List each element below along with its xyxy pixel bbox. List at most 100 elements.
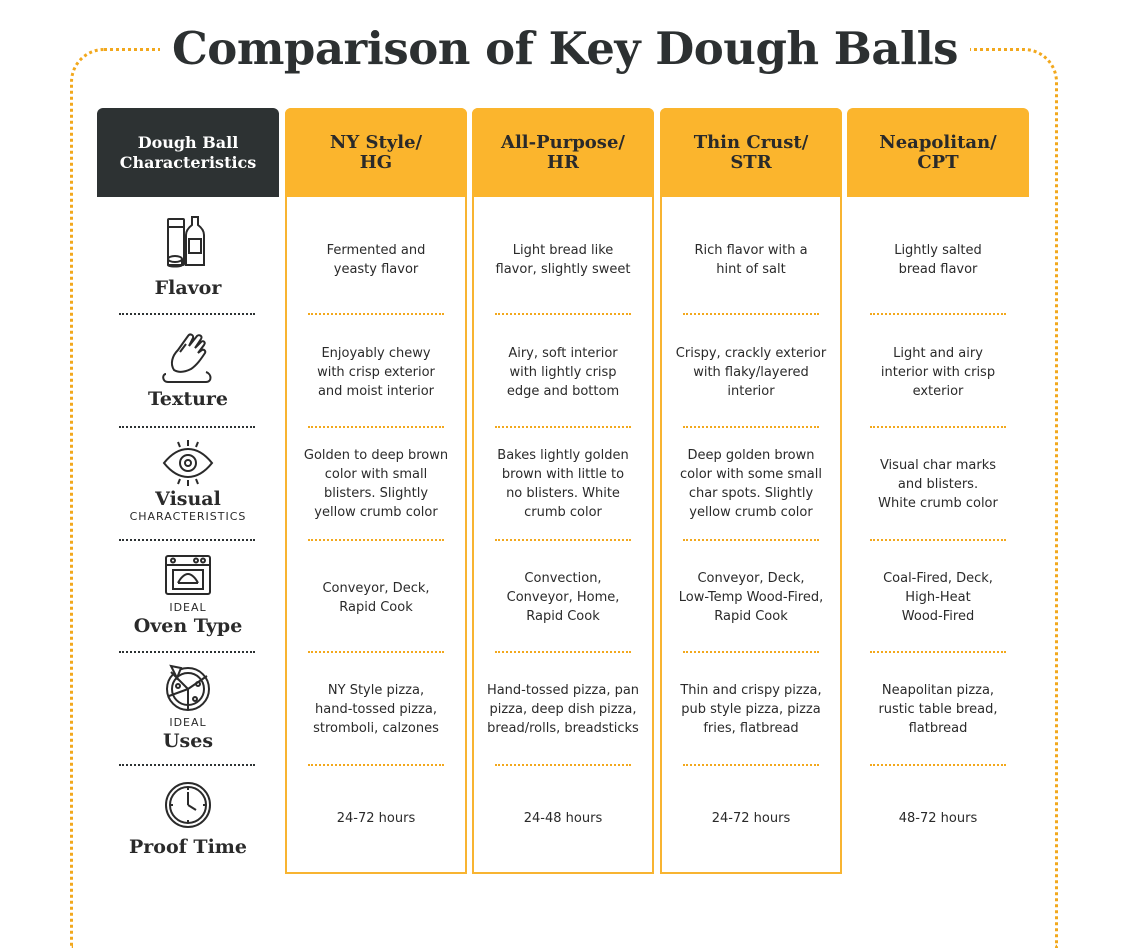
row-divider xyxy=(870,539,1006,541)
header-line1: Neapolitan/ xyxy=(879,131,997,153)
header-all-purpose: All-Purpose/ HR xyxy=(472,108,654,197)
cell-text: Golden to deep brown color with small bl… xyxy=(303,448,449,520)
cell-flavor-all-purpose: Light bread like flavor, slightly sweet xyxy=(472,230,654,290)
cell-uses-all-purpose: Hand-tossed pizza, pan pizza, deep dish … xyxy=(472,672,654,747)
cell-visual-thin-crust: Deep golden brown color with some small … xyxy=(660,440,842,528)
cell-text: 24-72 hours xyxy=(336,810,416,826)
header-line1: Thin Crust/ xyxy=(693,131,809,153)
cell-uses-neapolitan: Neapolitan pizza, rustic table bread, fl… xyxy=(847,672,1029,747)
cell-text: 48-72 hours xyxy=(898,810,978,826)
cell-flavor-ny-style: Fermented and yeasty flavor xyxy=(285,230,467,290)
header-characteristics: Dough Ball Characteristics xyxy=(97,108,279,197)
cell-proof-ny-style: 24-72 hours xyxy=(285,800,467,836)
cell-flavor-thin-crust: Rich flavor with a hint of salt xyxy=(660,230,842,290)
row-label-text: Oven Type xyxy=(133,615,243,637)
eye-icon xyxy=(97,438,279,488)
row-label-text: Flavor xyxy=(154,277,222,299)
cell-text: 24-48 hours xyxy=(523,810,603,826)
cell-text: Rich flavor with a hint of salt xyxy=(694,243,808,277)
cell-text: Conveyor, Deck, Rapid Cook xyxy=(322,580,430,615)
row-divider xyxy=(870,651,1006,653)
cell-text: Deep golden brown color with some small … xyxy=(679,448,822,520)
header-ny-style: NY Style/ HG xyxy=(285,108,467,197)
cell-uses-thin-crust: Thin and crispy pizza, pub style pizza, … xyxy=(660,672,842,747)
cell-oven-ny-style: Conveyor, Deck, Rapid Cook xyxy=(285,560,467,635)
cell-visual-all-purpose: Bakes lightly golden brown with little t… xyxy=(472,440,654,528)
row-label-pretext: IDEAL xyxy=(169,601,207,614)
header-characteristics-line1: Dough Ball xyxy=(137,132,239,152)
cell-text: Airy, soft interior with lightly crisp e… xyxy=(506,346,620,399)
cell-text: Lightly salted bread flavor xyxy=(894,243,982,277)
header-line2: STR xyxy=(730,151,772,173)
cell-oven-thin-crust: Conveyor, Deck, Low-Temp Wood-Fired, Rap… xyxy=(660,560,842,635)
row-label-subtext: CHARACTERISTICS xyxy=(129,510,247,523)
row-label-text: Visual xyxy=(155,488,221,510)
flavor-bottles-icon xyxy=(97,215,279,271)
cell-texture-thin-crust: Crispy, crackly exterior with flaky/laye… xyxy=(660,335,842,410)
row-divider xyxy=(495,426,631,428)
row-label-proof-time: Proof Time xyxy=(97,780,279,858)
header-line2: HR xyxy=(547,151,579,173)
oven-icon xyxy=(97,553,279,597)
cell-flavor-neapolitan: Lightly salted bread flavor xyxy=(847,230,1029,290)
row-divider xyxy=(870,764,1006,766)
row-label-oven-type: IDEAL Oven Type xyxy=(97,553,279,637)
header-line2: HG xyxy=(359,151,393,173)
header-characteristics-line2: Characteristics xyxy=(119,152,257,172)
cell-visual-neapolitan: Visual char marks and blisters. White cr… xyxy=(847,440,1029,528)
row-divider xyxy=(495,651,631,653)
cell-text: Bakes lightly golden brown with little t… xyxy=(497,448,629,520)
row-divider xyxy=(495,313,631,315)
header-thin-crust: Thin Crust/ STR xyxy=(660,108,842,197)
header-line2: CPT xyxy=(917,151,959,173)
pizza-icon xyxy=(97,662,279,712)
cell-text: Enjoyably chewy with crisp exterior and … xyxy=(317,346,435,399)
cell-texture-neapolitan: Light and airy interior with crisp exter… xyxy=(847,335,1029,410)
cell-uses-ny-style: NY Style pizza, hand-tossed pizza, strom… xyxy=(285,672,467,747)
row-label-text: Texture xyxy=(147,388,229,410)
cell-text: Thin and crispy pizza, pub style pizza, … xyxy=(680,683,822,736)
row-divider xyxy=(119,539,255,541)
row-divider xyxy=(683,651,819,653)
page-title: Comparison of Key Dough Balls xyxy=(160,14,970,84)
cell-oven-all-purpose: Convection, Conveyor, Home, Rapid Cook xyxy=(472,560,654,635)
cell-visual-ny-style: Golden to deep brown color with small bl… xyxy=(285,440,467,528)
row-divider xyxy=(119,426,255,428)
row-divider xyxy=(495,764,631,766)
cell-proof-all-purpose: 24-48 hours xyxy=(472,800,654,836)
row-divider xyxy=(870,313,1006,315)
cell-texture-all-purpose: Airy, soft interior with lightly crisp e… xyxy=(472,335,654,410)
cell-text: Light bread like flavor, slightly sweet xyxy=(495,243,631,277)
row-label-visual: Visual CHARACTERISTICS xyxy=(97,438,279,524)
cell-text: Fermented and yeasty flavor xyxy=(326,243,426,277)
cell-texture-ny-style: Enjoyably chewy with crisp exterior and … xyxy=(285,335,467,410)
row-divider xyxy=(683,426,819,428)
cell-text: Crispy, crackly exterior with flaky/laye… xyxy=(675,346,827,399)
row-divider xyxy=(308,539,444,541)
row-divider xyxy=(683,539,819,541)
row-divider xyxy=(308,764,444,766)
cell-text: Coal-Fired, Deck, High-Heat Wood-Fired xyxy=(883,571,993,624)
row-divider xyxy=(308,426,444,428)
row-divider xyxy=(119,313,255,315)
row-label-pretext: IDEAL xyxy=(169,716,207,729)
header-neapolitan: Neapolitan/ CPT xyxy=(847,108,1029,197)
clock-icon xyxy=(97,780,279,830)
row-divider xyxy=(683,764,819,766)
cell-text: Conveyor, Deck, Low-Temp Wood-Fired, Rap… xyxy=(678,571,824,624)
cell-proof-thin-crust: 24-72 hours xyxy=(660,800,842,836)
cell-text: NY Style pizza, hand-tossed pizza, strom… xyxy=(313,683,439,736)
cell-text: Convection, Conveyor, Home, Rapid Cook xyxy=(506,571,620,624)
row-divider xyxy=(119,651,255,653)
header-line1: All-Purpose/ xyxy=(501,131,625,153)
cell-text: 24-72 hours xyxy=(711,810,791,826)
row-label-text: Uses xyxy=(162,730,214,752)
row-divider xyxy=(308,651,444,653)
row-label-uses: IDEAL Uses xyxy=(97,662,279,752)
row-label-text: Proof Time xyxy=(129,836,247,858)
header-line1: NY Style/ xyxy=(329,131,423,153)
row-label-flavor: Flavor xyxy=(97,215,279,299)
cell-text: Light and airy interior with crisp exter… xyxy=(880,346,996,399)
row-divider xyxy=(495,539,631,541)
row-divider xyxy=(870,426,1006,428)
